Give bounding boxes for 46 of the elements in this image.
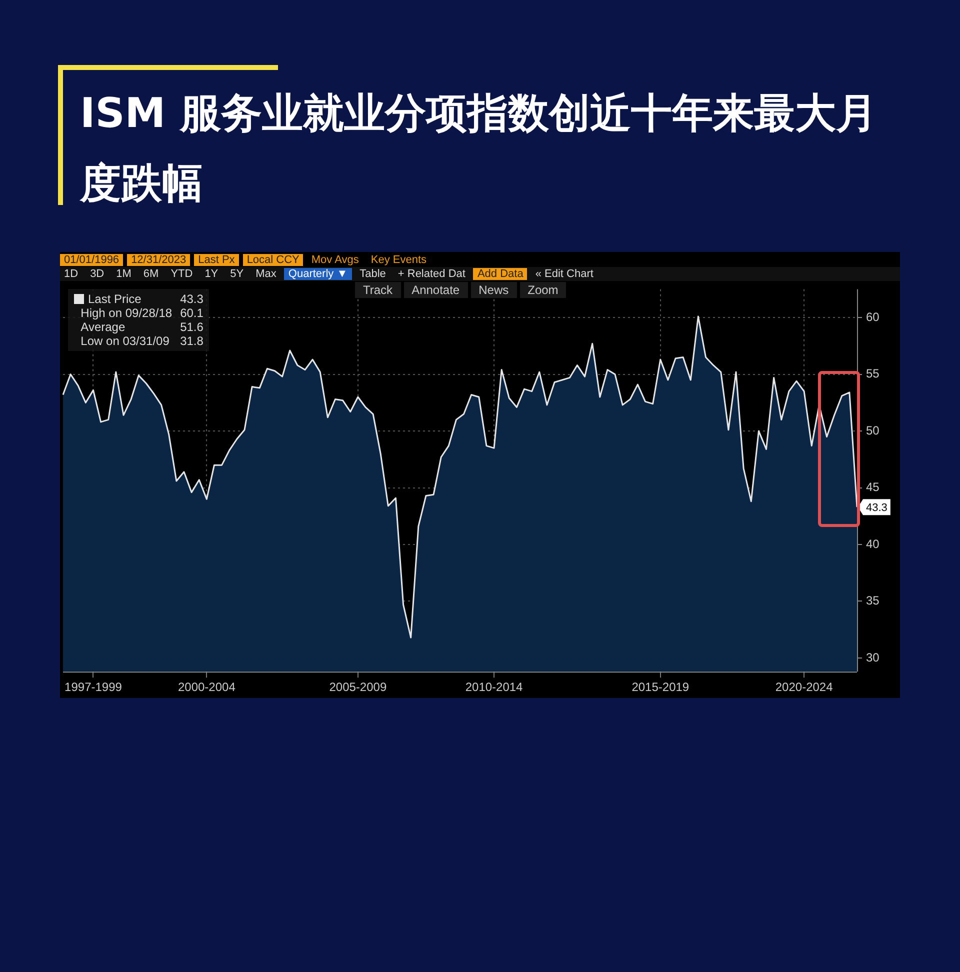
annotation: Average [80, 320, 126, 334]
text: Mov Avgs [310, 254, 360, 266]
text: 43.3 [866, 502, 888, 514]
text: Last Px [194, 254, 239, 266]
text: Key Events [370, 254, 428, 266]
text: Table [358, 268, 387, 280]
x-tick-label: 2010-2014 [465, 680, 524, 694]
x-tick-label: 2020-2024 [775, 680, 834, 694]
text: Add Data [473, 268, 528, 280]
annotation: 51.6 [180, 320, 204, 334]
text: 1D [63, 268, 80, 280]
y-tick-label: 55 [866, 366, 880, 381]
annotation: Track [355, 282, 401, 298]
y-tick-label: 35 [866, 594, 880, 608]
annotation: 31.8 [180, 334, 204, 348]
text: 5Y [229, 268, 245, 280]
text: 01/01/1996 [60, 254, 124, 266]
text: 6M [142, 268, 160, 280]
y-tick-label: 30 [866, 650, 880, 664]
y-tick-label: 40 [866, 536, 880, 551]
chart-title: ISM 服务业就业分项指数创近十年来最大月度跌幅 [80, 88, 878, 209]
text: Max [254, 268, 278, 280]
annotation: Annotate [404, 282, 468, 298]
x-tick-label: 2005-2009 [329, 680, 387, 694]
text: 12/31/2023 [127, 254, 190, 266]
annotation: High on 09/28/18 [80, 306, 172, 320]
text: YTD [170, 268, 194, 280]
annotation: 60.1 [180, 306, 204, 320]
text: + Related Dat [396, 268, 466, 280]
annotation: Low on 03/31/09 [80, 334, 170, 348]
text: Quarterly ▼ [284, 268, 352, 280]
text: 1M [115, 268, 132, 280]
annotation: Zoom [520, 282, 566, 298]
text: 3D [89, 268, 106, 280]
y-tick-label: 45 [866, 480, 880, 494]
x-tick-label: 2015-2019 [632, 680, 690, 694]
text: « Edit Chart [534, 268, 594, 280]
text: 1Y [204, 268, 220, 280]
x-tick-label: 1997-1999 [64, 680, 122, 694]
legend-label: Last Price [87, 292, 142, 306]
x-tick-label: 2000-2004 [178, 680, 236, 694]
annotation: News [470, 282, 517, 298]
y-tick-label: 50 [866, 423, 880, 438]
text: Local CCY [242, 254, 304, 266]
y-tick-label: 60 [866, 310, 880, 324]
annotation: 43.3 [180, 292, 204, 306]
